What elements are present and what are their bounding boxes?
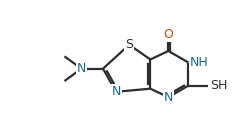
Text: N: N	[77, 62, 86, 75]
Text: N: N	[164, 91, 173, 104]
Text: O: O	[164, 27, 173, 41]
Text: S: S	[125, 38, 133, 51]
Text: SH: SH	[210, 79, 227, 92]
Text: N: N	[111, 85, 121, 98]
Text: NH: NH	[190, 56, 209, 69]
